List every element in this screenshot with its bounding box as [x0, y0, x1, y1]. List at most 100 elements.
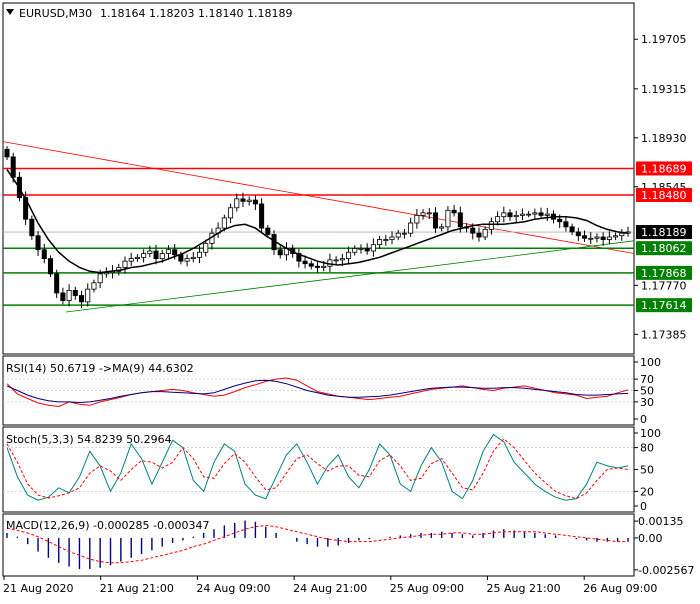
time-tick-label: 25 Aug 21:00: [487, 582, 561, 595]
candle-body: [203, 242, 209, 253]
stochastic-title: Stoch(5,3,3) 54.8239 50.2964: [6, 433, 172, 446]
stoch-tick-label: 80: [640, 442, 654, 455]
candle-body: [383, 239, 389, 241]
stoch-series-2: [6, 438, 629, 500]
rsi-lines: [3, 377, 634, 408]
trendlines: [2, 141, 635, 313]
current-price-tag-bg: [636, 225, 692, 240]
time-tick-label: 21 Aug 2020: [3, 582, 73, 595]
candle-body: [370, 244, 376, 252]
macd-tick-label: -0.002567: [638, 564, 694, 577]
chart-header: EURUSD,M30 1.18164 1.18203 1.18140 1.181…: [6, 7, 292, 20]
stoch-tick-label: 100: [640, 427, 661, 440]
candle-body: [389, 236, 395, 240]
candle-body: [265, 227, 271, 235]
descending-trendline[interactable]: [2, 141, 635, 254]
current-price-tag: 1.18189: [641, 226, 687, 239]
stoch-tick-label: 0: [640, 500, 647, 513]
stoch-tick-label: 50: [640, 464, 654, 477]
time-tick-label: 24 Aug 09:00: [196, 582, 270, 595]
candle-body: [47, 258, 53, 275]
candles: [4, 146, 631, 309]
candle-body: [321, 265, 327, 268]
candle-body: [426, 212, 432, 215]
candle-body: [178, 254, 184, 262]
candle-body: [72, 290, 78, 296]
candle-body: [513, 214, 519, 218]
candle-body: [346, 251, 352, 260]
candle-body: [364, 248, 370, 252]
candle-body: [172, 249, 178, 256]
candle-body: [196, 251, 203, 258]
support-tag-1: 1.18062: [641, 242, 687, 255]
rsi-title: RSI(14) 50.6719 ->MA(9) 44.6302: [6, 362, 194, 375]
stochastic-lines: [3, 433, 634, 501]
candle-body: [582, 235, 588, 239]
macd-axis: 0.00135 0.00 -0.002567: [634, 515, 694, 577]
moving-average-line: [6, 169, 629, 274]
stoch-tick-label: 20: [640, 485, 654, 498]
candle-body: [184, 258, 190, 262]
price-tick-label: 1.19705: [641, 33, 687, 46]
candle-body: [246, 199, 252, 202]
candle-body: [395, 232, 401, 238]
support-tag-3: 1.17614: [641, 299, 687, 312]
candle-body: [97, 273, 103, 284]
candle-body: [457, 212, 463, 228]
candle-body: [432, 212, 439, 229]
candle-body: [141, 253, 147, 258]
candle-body: [35, 235, 41, 251]
candle-body: [414, 214, 420, 224]
candle-body: [488, 221, 494, 230]
candle-body: [103, 272, 109, 275]
candle-body: [476, 232, 482, 238]
resistance-tag-1: 1.18689: [641, 162, 687, 175]
price-panel[interactable]: 1.197051.193151.189301.185451.177701.173…: [2, 7, 692, 341]
candle-body: [165, 249, 171, 254]
price-tick-label: 1.17770: [641, 279, 687, 292]
macd-title: MACD(12,26,9) -0.000285 -0.000347: [6, 519, 209, 532]
candle-body: [401, 232, 407, 235]
candle-body: [352, 248, 358, 253]
candle-body: [445, 209, 451, 228]
rsi-series-1: [6, 377, 629, 408]
candle-body: [128, 258, 134, 262]
candle-body: [314, 265, 321, 268]
symbol-label: EURUSD,M30: [19, 7, 92, 20]
candle-body: [60, 292, 66, 301]
candle-body: [544, 213, 550, 216]
price-tick-label: 1.17385: [641, 328, 687, 341]
candle-body: [569, 226, 575, 233]
candle-body: [600, 236, 606, 240]
candle-body: [252, 199, 258, 205]
support-tag-2-bg: [636, 265, 692, 280]
candle-body: [451, 209, 457, 214]
candle-body: [420, 212, 426, 216]
rsi-series-2: [6, 379, 629, 404]
candle-body: [613, 235, 619, 238]
level-lines[interactable]: [3, 167, 634, 306]
price-axis: 1.197051.193151.189301.185451.177701.173…: [634, 33, 687, 341]
dropdown-arrow-icon[interactable]: [6, 9, 14, 15]
macd-panel[interactable]: 0.00135 0.00 -0.002567 MACD(12,26,9) -0.00…: [6, 515, 694, 577]
stochastic-axis: 100 80 50 20 0: [634, 427, 661, 513]
time-tick-label: 21 Aug 21:00: [100, 582, 174, 595]
rsi-tick-label: 50: [640, 385, 654, 398]
candle-body: [439, 226, 445, 229]
candle-body: [221, 217, 227, 229]
candle-body: [54, 273, 60, 294]
macd-histogram: [6, 520, 629, 570]
candle-body: [507, 212, 513, 218]
rsi-tick-label: 70: [640, 373, 654, 386]
resistance-tag-2-bg: [636, 188, 692, 203]
candle-body: [23, 197, 29, 220]
candle-body: [377, 239, 383, 246]
ascending-trendline[interactable]: [65, 240, 635, 313]
macd-tick-label: 0.00135: [638, 515, 684, 528]
candle-body: [159, 253, 165, 260]
stochastic-panel[interactable]: 100 80 50 20 0 Stoch(5,3,3) 54.8239 50.2964: [3, 427, 661, 513]
candle-body: [339, 258, 345, 261]
